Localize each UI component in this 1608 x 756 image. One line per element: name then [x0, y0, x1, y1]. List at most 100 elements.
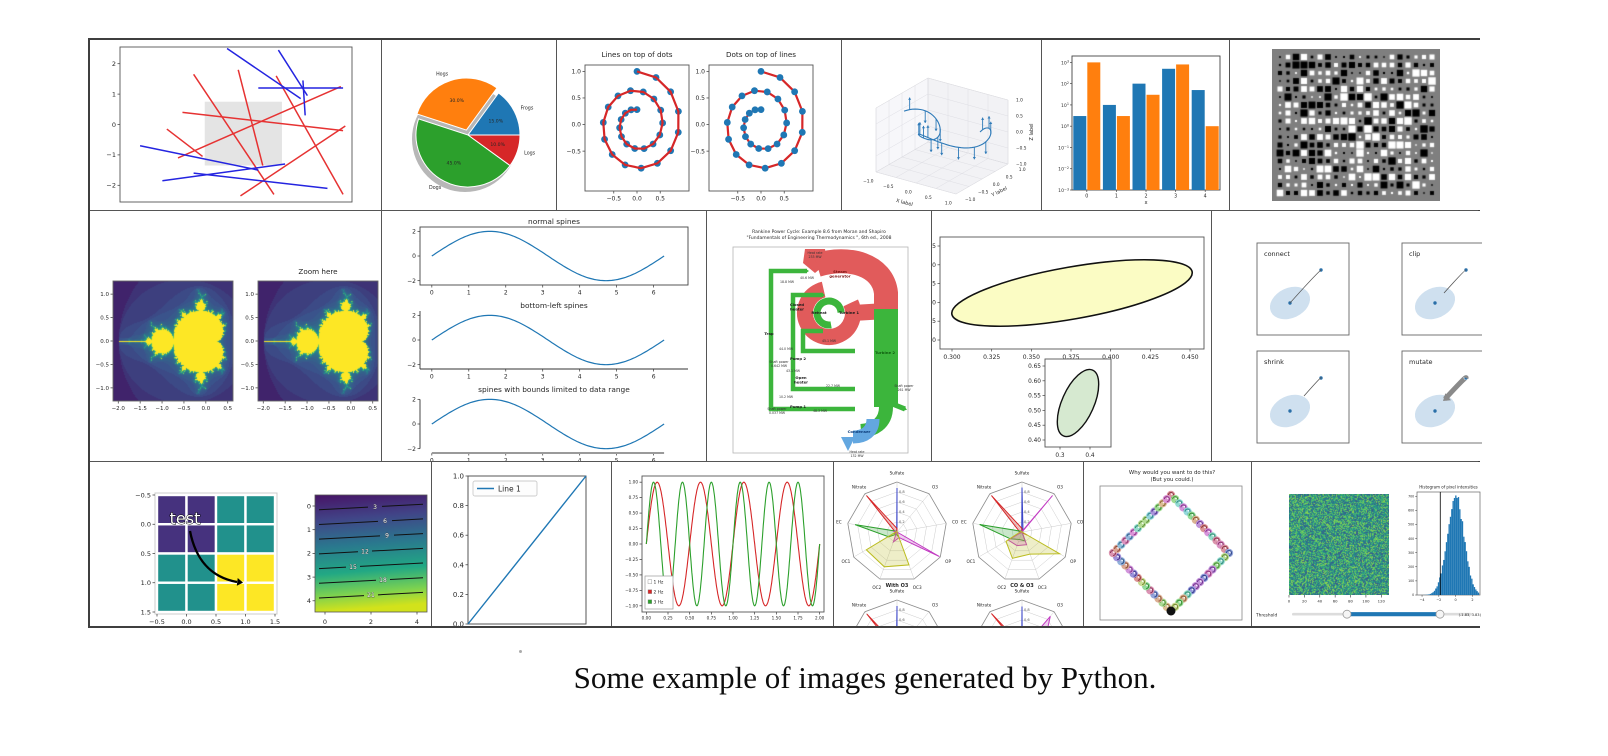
- arrowhead: [918, 122, 922, 125]
- radar-grid: [886, 521, 908, 542]
- arrowhead: [989, 121, 993, 124]
- radar-grid: [1002, 511, 1042, 552]
- hist-bar: [1473, 587, 1476, 595]
- tick-label: 1.5: [141, 608, 151, 616]
- tick-label: 0: [430, 374, 434, 381]
- dot: [791, 147, 799, 155]
- tick-label: 0.65: [932, 243, 936, 250]
- blue-line: [139, 145, 259, 171]
- contour-line: [318, 579, 377, 584]
- contour-line: [393, 533, 424, 536]
- panel-heatmap-contour: −0.5 0.0 0.5 1.0 1.5 −0.5 0.0 0.5 1.0 1.5 test 3 6 9 1…: [90, 462, 432, 626]
- tick-label: 1: [307, 526, 311, 534]
- montage-row-2: −2.0 −1.5 −1.0 −0.5 0.0 0.5 1.0 0.5 0.0 −0.5 −1.0 −…: [90, 211, 1482, 462]
- montage-row-3: −0.5 0.0 0.5 1.0 1.5 −0.5 0.0 0.5 1.0 1.5 test 3 6 9 1…: [90, 462, 1482, 626]
- contour-background: [314, 494, 428, 613]
- heat-cell: [155, 523, 188, 555]
- hist-bar: [1460, 519, 1462, 595]
- tick-label: 1.0: [571, 69, 581, 76]
- tick-label: 2: [112, 60, 116, 68]
- glyph: [1224, 555, 1227, 558]
- annotation-text: test: [170, 509, 201, 528]
- tick-label: 0.50: [685, 616, 695, 621]
- tick-label: −2: [1436, 598, 1441, 602]
- panel-noise-histogram: 0 20 40 60 80 100 120 Histogram of pixel intens…: [1252, 462, 1482, 626]
- legend-label: 3 Hz: [654, 600, 664, 606]
- tick-label: −0.5: [730, 196, 745, 203]
- tick-label: 3: [541, 290, 545, 297]
- spiral-line: [602, 70, 680, 170]
- tick-label: 300: [1408, 551, 1414, 555]
- glyph: [1021, 523, 1072, 533]
- spoke-label: OC3: [1038, 585, 1047, 590]
- glyph: [901, 156, 983, 180]
- spiral-plots: −0.5 0.0 0.5 1.0 0.5 0.0 −0.5 Lines on top of d…: [566, 50, 814, 203]
- tick-label: 700: [1408, 494, 1414, 498]
- arrowhead: [929, 149, 933, 152]
- heat-cell: [214, 493, 247, 526]
- point-a: [1433, 409, 1437, 413]
- sankey-node-label: Pump 2: [790, 356, 806, 361]
- tick-label: 10−2: [1058, 166, 1069, 173]
- subplot-title: Lines on top of dots: [601, 50, 672, 59]
- hist-bar: [1472, 584, 1474, 595]
- hist-bar: [1443, 559, 1445, 595]
- panel-log-bars: 103 102 101 100 10−1 10−2 10−3 0 1 2 3 4 x: [1042, 40, 1230, 210]
- radar-title: CO & O3: [1010, 583, 1034, 589]
- tick-label: 0.0: [695, 122, 705, 129]
- glyph: [1216, 563, 1219, 566]
- glyph: [864, 611, 878, 626]
- dot: [723, 119, 731, 126]
- tick-label: −4: [1420, 598, 1425, 602]
- tick-label: 1.25: [750, 616, 760, 621]
- subplot-title: Dots on top of lines: [726, 50, 796, 59]
- heat-cell: [155, 552, 188, 584]
- slider-label: Threshold: [1255, 613, 1277, 619]
- tick-label: 0.5: [211, 618, 221, 626]
- tick-label: 0.0: [245, 339, 254, 345]
- glyph: [1176, 599, 1183, 606]
- tick-label: 3: [307, 573, 311, 581]
- glyph: [1162, 601, 1165, 603]
- tick-label: 0.65: [1028, 364, 1041, 370]
- slider-active-range[interactable]: [1347, 612, 1440, 617]
- hist-bar: [1441, 565, 1444, 595]
- tick-label: 0.50: [629, 511, 639, 516]
- tick-label: 1.0: [1016, 98, 1023, 104]
- contour-line: [391, 518, 424, 522]
- subplot-title: bottom-left spines: [520, 301, 588, 310]
- heat-cell: [244, 552, 277, 584]
- glyph: [112, 280, 234, 402]
- glyph: [1163, 496, 1170, 503]
- tick-label: 6: [652, 290, 656, 297]
- tick-label: 5: [615, 290, 619, 297]
- red-flow: [813, 249, 898, 309]
- hist-bar: [1456, 497, 1458, 595]
- mandelbrot-axes: −2.0 −1.5 −1.0 −0.5 0.0 0.5 1.0 0.5 0.0 −0.5 −1.0 −…: [96, 267, 379, 412]
- slider-handle-low[interactable]: [1342, 609, 1352, 619]
- dot: [761, 164, 769, 172]
- tick-label: −2: [106, 182, 116, 190]
- heat-cell: [244, 493, 277, 526]
- spoke-label: OC1: [966, 559, 975, 564]
- slider-handle-high[interactable]: [1435, 609, 1445, 619]
- tick-label: 60: [1333, 599, 1338, 604]
- hist-bar: [1431, 593, 1433, 595]
- contour-label: 21: [367, 592, 375, 599]
- glyph: [1212, 534, 1215, 537]
- contour-line: [389, 577, 424, 580]
- tick-label: 4: [578, 290, 582, 297]
- dot: [728, 103, 736, 111]
- tick-label: 1.0: [695, 69, 705, 76]
- legend-box: [472, 480, 538, 497]
- glyph: [1179, 601, 1181, 603]
- legend-swatch: [647, 599, 652, 604]
- glyph: [1191, 588, 1194, 591]
- glyph: [1208, 530, 1210, 533]
- dot: [741, 116, 749, 123]
- glyph: [1184, 591, 1191, 598]
- glyph: [896, 493, 930, 533]
- heat-cell: [214, 552, 247, 584]
- dot: [757, 67, 765, 75]
- tick-label: 0.3: [1055, 453, 1065, 459]
